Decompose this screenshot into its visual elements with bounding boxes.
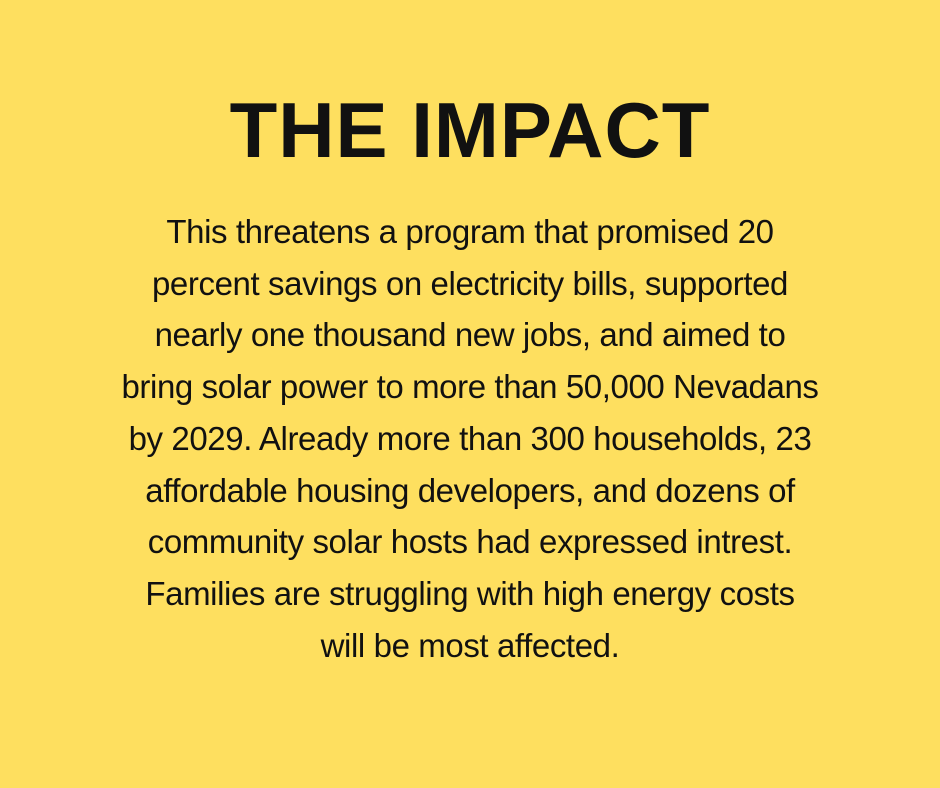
body-text: This threatens a program that promised 2… <box>0 206 940 671</box>
body-line: nearly one thousand new jobs, and aimed … <box>154 316 786 354</box>
body-line: percent savings on electricity bills, su… <box>151 264 789 302</box>
body-line: Families are struggling with high energy… <box>145 574 795 612</box>
body-line: by 2029. Already more than 300 household… <box>128 419 812 457</box>
body-line: will be most affected. <box>320 626 620 664</box>
title: THE IMPACT <box>229 86 711 174</box>
body-line: bring solar power to more than 50,000 Ne… <box>121 368 819 406</box>
body-line: This threatens a program that promised 2… <box>166 213 774 250</box>
body-line: community solar hosts had expressed intr… <box>147 523 793 561</box>
body-line: affordable housing developers, and dozen… <box>145 471 795 509</box>
